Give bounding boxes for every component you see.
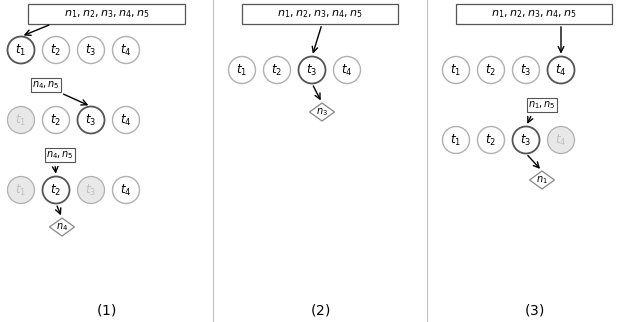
Circle shape [42, 36, 70, 63]
Polygon shape [529, 171, 554, 189]
Text: $t_4$: $t_4$ [556, 62, 566, 78]
Text: $n_1, n_2, n_3, n_4, n_5$: $n_1, n_2, n_3, n_4, n_5$ [277, 8, 363, 20]
Circle shape [442, 56, 470, 83]
Text: $t_2$: $t_2$ [271, 62, 282, 78]
Circle shape [513, 56, 540, 83]
Circle shape [77, 107, 104, 134]
Circle shape [298, 56, 326, 83]
Circle shape [442, 127, 470, 154]
Circle shape [42, 176, 70, 204]
Circle shape [113, 36, 140, 63]
FancyBboxPatch shape [456, 4, 612, 24]
Text: $n_1, n_5$: $n_1, n_5$ [528, 99, 556, 111]
Text: $t_3$: $t_3$ [307, 62, 317, 78]
Circle shape [477, 127, 504, 154]
Text: $t_1$: $t_1$ [451, 62, 461, 78]
Text: $t_2$: $t_2$ [51, 112, 61, 128]
Text: $t_3$: $t_3$ [520, 132, 532, 147]
FancyBboxPatch shape [29, 4, 184, 24]
Text: $n_1, n_2, n_3, n_4, n_5$: $n_1, n_2, n_3, n_4, n_5$ [492, 8, 577, 20]
Polygon shape [310, 103, 335, 121]
Text: $t_2$: $t_2$ [486, 132, 497, 147]
Circle shape [477, 56, 504, 83]
Text: $t_2$: $t_2$ [51, 183, 61, 198]
Text: $t_4$: $t_4$ [120, 112, 132, 128]
Text: $t_3$: $t_3$ [85, 183, 97, 198]
Text: $n_4, n_5$: $n_4, n_5$ [32, 79, 60, 91]
Text: $t_1$: $t_1$ [15, 43, 26, 58]
Circle shape [113, 107, 140, 134]
Text: $n_4, n_5$: $n_4, n_5$ [46, 149, 74, 161]
Text: $(3)$: $(3)$ [524, 302, 544, 318]
Text: $(2)$: $(2)$ [310, 302, 330, 318]
Circle shape [228, 56, 255, 83]
Text: $n_3$: $n_3$ [316, 106, 328, 118]
Circle shape [547, 56, 575, 83]
Circle shape [77, 36, 104, 63]
Text: $n_1$: $n_1$ [536, 174, 548, 186]
Text: $t_2$: $t_2$ [486, 62, 497, 78]
Circle shape [8, 107, 35, 134]
Text: $t_4$: $t_4$ [341, 62, 353, 78]
Circle shape [113, 176, 140, 204]
Circle shape [77, 176, 104, 204]
Text: $t_1$: $t_1$ [15, 183, 26, 198]
Text: $t_1$: $t_1$ [451, 132, 461, 147]
Text: $t_3$: $t_3$ [520, 62, 532, 78]
Circle shape [8, 176, 35, 204]
Text: $n_1, n_2, n_3, n_4, n_5$: $n_1, n_2, n_3, n_4, n_5$ [64, 8, 149, 20]
Circle shape [333, 56, 360, 83]
FancyBboxPatch shape [242, 4, 398, 24]
Circle shape [42, 107, 70, 134]
Circle shape [264, 56, 291, 83]
Text: $(1)$: $(1)$ [96, 302, 116, 318]
Circle shape [8, 36, 35, 63]
Text: $t_1$: $t_1$ [236, 62, 248, 78]
Circle shape [547, 127, 575, 154]
Text: $n_4$: $n_4$ [56, 221, 68, 233]
Circle shape [513, 127, 540, 154]
Text: $t_4$: $t_4$ [556, 132, 566, 147]
Text: $t_4$: $t_4$ [120, 43, 132, 58]
Text: $t_3$: $t_3$ [85, 43, 97, 58]
Text: $t_2$: $t_2$ [51, 43, 61, 58]
Text: $t_3$: $t_3$ [85, 112, 97, 128]
Polygon shape [49, 218, 74, 236]
Text: $t_4$: $t_4$ [120, 183, 132, 198]
Text: $t_1$: $t_1$ [15, 112, 26, 128]
